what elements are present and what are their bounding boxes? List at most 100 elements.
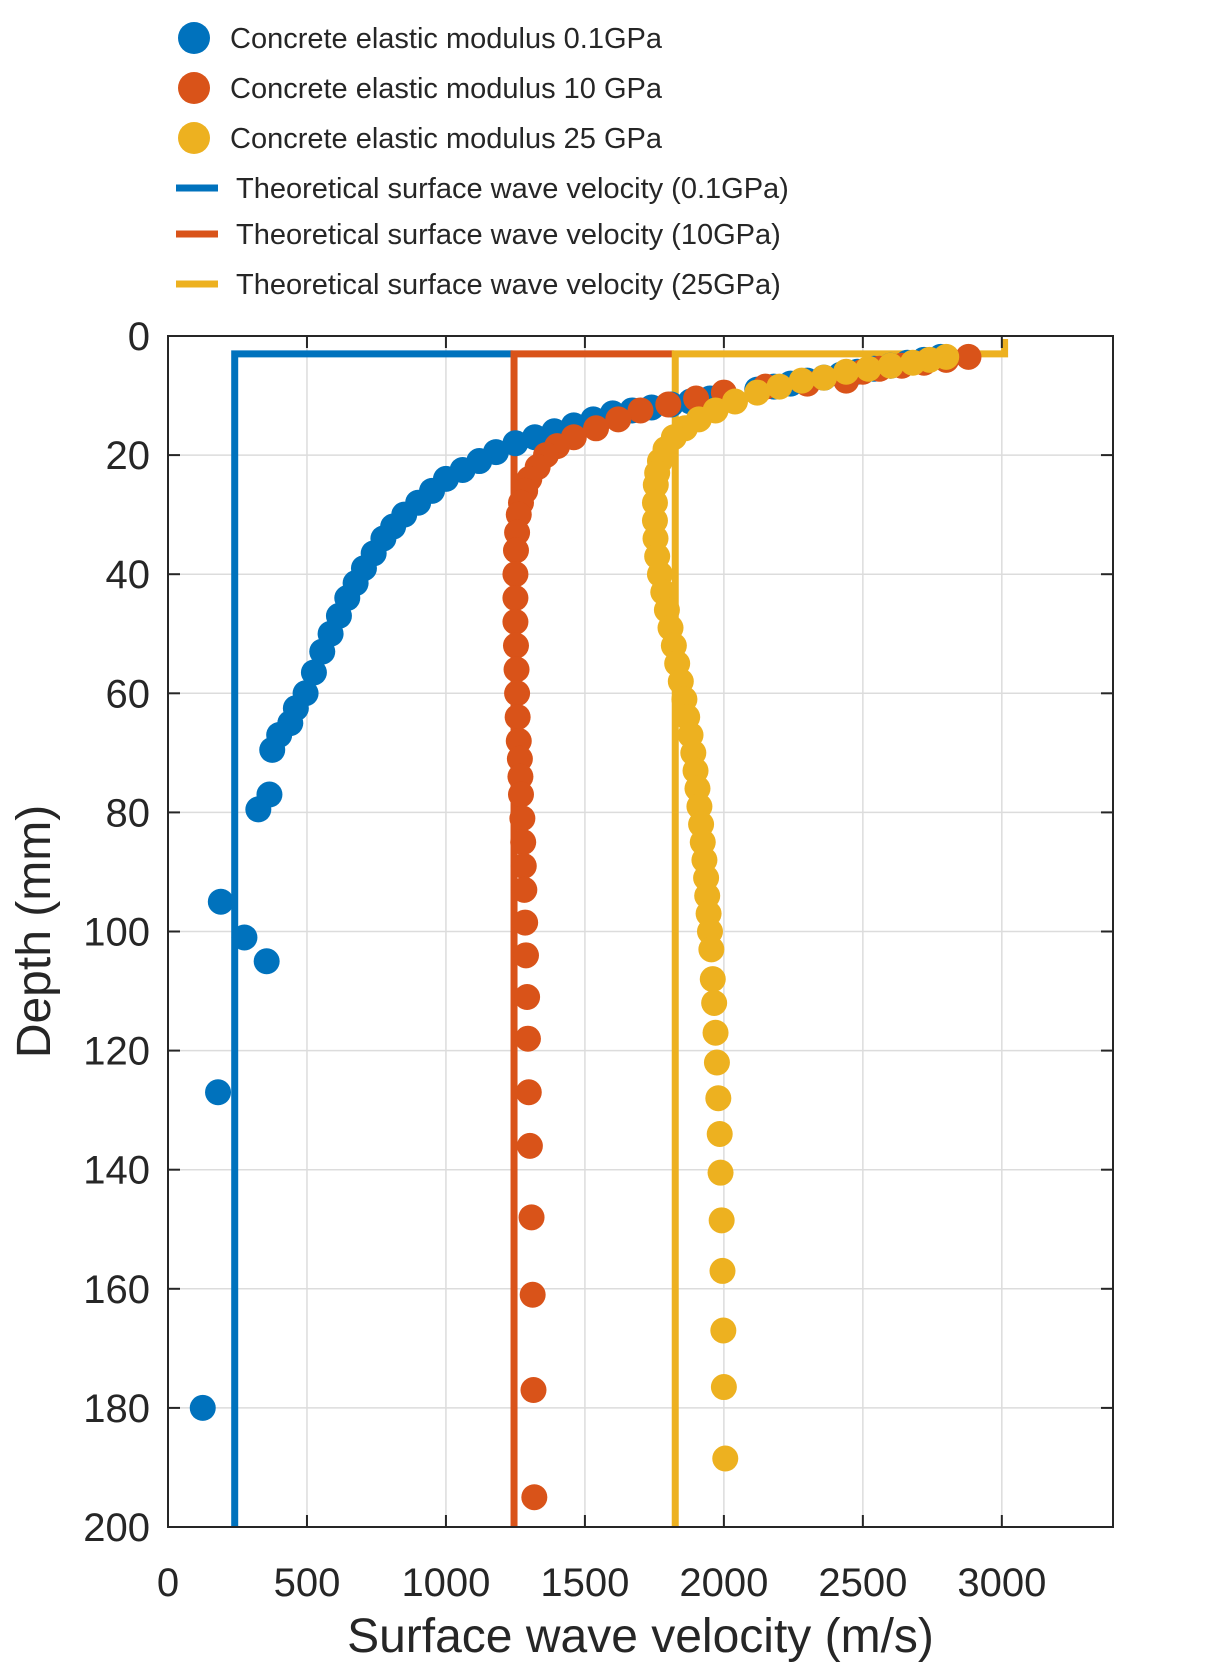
data-point-series-2 — [709, 1257, 736, 1284]
data-point-series-0 — [189, 1394, 216, 1421]
theoretical-line-4 — [510, 350, 674, 1527]
y-tick-label: 200 — [83, 1506, 150, 1550]
y-tick-label: 180 — [83, 1387, 150, 1431]
data-point-series-1 — [507, 781, 534, 808]
y-axis-title: Depth (mm) — [8, 805, 61, 1058]
legend-label-5: Theoretical surface wave velocity (25GPa… — [236, 269, 781, 301]
y-tick-label: 140 — [83, 1149, 150, 1193]
data-point-series-0 — [300, 659, 327, 686]
y-tick-label: 100 — [83, 911, 150, 955]
data-points — [189, 343, 982, 1511]
legend-marker-2 — [178, 122, 210, 154]
theoretical-line-3 — [231, 350, 513, 1527]
grid — [167, 335, 1113, 1528]
data-point-series-2 — [744, 379, 771, 406]
data-point-series-2 — [702, 1019, 729, 1046]
data-point-series-1 — [502, 561, 529, 588]
data-point-series-0 — [205, 1079, 232, 1106]
data-point-series-2 — [710, 1374, 737, 1401]
x-tick-label: 0 — [157, 1561, 179, 1605]
data-point-series-0 — [207, 888, 234, 915]
data-point-series-2 — [899, 349, 926, 376]
data-point-series-1 — [510, 852, 537, 879]
data-point-series-2 — [698, 936, 725, 963]
data-point-series-1 — [504, 704, 531, 731]
data-point-series-1 — [514, 984, 541, 1011]
data-point-series-1 — [512, 942, 539, 969]
data-point-series-2 — [788, 367, 815, 394]
y-tick-label: 120 — [83, 1030, 150, 1074]
data-point-series-1 — [511, 876, 538, 903]
data-point-series-2 — [766, 373, 793, 400]
y-tick-label: 40 — [106, 553, 151, 597]
data-point-series-1 — [521, 1484, 548, 1511]
legend-marker-0 — [178, 22, 210, 54]
data-point-series-1 — [502, 632, 529, 659]
data-point-series-1 — [655, 391, 682, 418]
x-tick-label: 2500 — [818, 1561, 907, 1605]
data-point-series-1 — [520, 1377, 547, 1404]
data-point-series-0 — [502, 430, 529, 457]
data-point-series-1 — [512, 909, 539, 936]
y-tick-label: 60 — [106, 672, 151, 716]
data-point-series-2 — [706, 1120, 733, 1147]
data-point-series-0 — [231, 924, 258, 951]
data-point-series-1 — [515, 1079, 542, 1106]
data-point-series-2 — [877, 352, 904, 379]
data-point-series-2 — [699, 966, 726, 993]
x-tick-label: 2000 — [679, 1561, 768, 1605]
y-tick-labels: 0 20 40 60 80 100 120 140 160 180 200 — [83, 315, 150, 1550]
data-point-series-2 — [703, 1049, 730, 1076]
data-point-series-0 — [253, 948, 280, 975]
data-point-series-0 — [309, 638, 336, 665]
data-point-series-1 — [514, 1025, 541, 1052]
x-tick-label: 500 — [274, 1561, 341, 1605]
data-point-series-1 — [502, 585, 529, 612]
data-point-series-1 — [605, 406, 632, 433]
data-point-series-2 — [701, 989, 728, 1016]
y-tick-label: 160 — [83, 1268, 150, 1312]
y-tick-label: 0 — [128, 315, 150, 359]
x-tick-labels: 0 500 1000 1500 2000 2500 3000 — [157, 1561, 1046, 1605]
data-point-series-2 — [641, 489, 668, 516]
data-point-series-1 — [509, 805, 536, 832]
data-point-series-2 — [722, 388, 748, 415]
data-point-series-1 — [518, 1204, 545, 1231]
data-point-series-2 — [710, 1317, 737, 1344]
axis-ticks — [167, 335, 1113, 1528]
data-point-series-1 — [510, 829, 537, 856]
y-tick-label: 20 — [106, 434, 151, 478]
data-point-series-2 — [810, 364, 837, 391]
legend-label-1: Concrete elastic modulus 10 GPa — [230, 73, 663, 105]
legend: Concrete elastic modulus 0.1GPa Concrete … — [176, 22, 789, 301]
data-point-series-2 — [855, 355, 882, 382]
x-tick-label: 1000 — [401, 1561, 490, 1605]
data-point-series-1 — [516, 1132, 543, 1159]
theoretical-line-5 — [671, 338, 1009, 1527]
data-point-series-0 — [245, 796, 272, 823]
data-point-series-1 — [627, 397, 654, 424]
data-point-series-1 — [504, 680, 531, 707]
data-point-series-2 — [712, 1445, 739, 1472]
legend-label-0: Concrete elastic modulus 0.1GPa — [230, 23, 663, 55]
data-point-series-1 — [955, 343, 982, 370]
y-tick-label: 80 — [106, 791, 151, 835]
x-axis-title: Surface wave velocity (m/s) — [347, 1610, 934, 1663]
data-point-series-1 — [502, 537, 529, 564]
data-point-series-0 — [259, 736, 286, 763]
x-tick-label: 3000 — [957, 1561, 1046, 1605]
data-point-series-1 — [502, 608, 529, 635]
legend-label-2: Concrete elastic modulus 25 GPa — [230, 123, 663, 155]
theoretical-lines — [231, 338, 1009, 1527]
data-point-series-2 — [705, 1085, 732, 1112]
data-point-series-2 — [707, 1159, 734, 1186]
data-point-series-2 — [833, 358, 860, 385]
legend-label-3: Theoretical surface wave velocity (0.1GP… — [236, 173, 789, 205]
data-point-series-1 — [583, 415, 610, 442]
data-point-series-1 — [503, 656, 530, 683]
data-point-series-1 — [683, 385, 710, 412]
x-tick-label: 1500 — [540, 1561, 629, 1605]
data-point-series-1 — [519, 1281, 546, 1308]
legend-marker-1 — [178, 72, 210, 104]
